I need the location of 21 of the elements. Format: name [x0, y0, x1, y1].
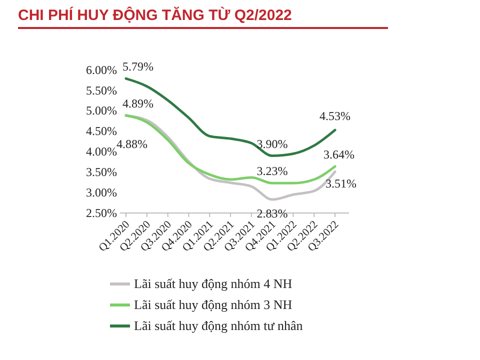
- data-label: 3.51%: [326, 176, 356, 191]
- y-tick-label: 4.00%: [86, 144, 117, 159]
- y-tick-label: 3.00%: [86, 185, 117, 200]
- data-label: 3.90%: [256, 136, 288, 151]
- y-tick-label: 5.00%: [86, 104, 117, 118]
- legend-label: Lãi suất huy động nhóm 4 NH: [134, 276, 292, 291]
- legend-label: Lãi suất huy động nhóm 3 NH: [134, 297, 292, 312]
- data-label: 4.88%: [116, 136, 148, 151]
- y-tick-label: 6.00%: [86, 62, 117, 77]
- data-label: 3.64%: [324, 147, 354, 162]
- data-label: 4.53%: [320, 109, 350, 124]
- legend-label: Lãi suất huy động nhóm tư nhân: [134, 318, 304, 333]
- chart-title: CHI PHÍ HUY ĐỘNG TĂNG TỪ Q2/2022: [18, 6, 292, 24]
- data-label: 2.83%: [256, 206, 288, 221]
- y-tick-label: 2.50%: [86, 206, 117, 220]
- y-tick-label: 3.50%: [86, 164, 117, 179]
- y-tick-label: 5.50%: [86, 83, 117, 98]
- y-tick-label: 4.50%: [86, 124, 117, 138]
- data-label: 4.89%: [122, 96, 154, 110]
- data-label: 3.23%: [256, 164, 288, 178]
- data-label: 5.79%: [122, 60, 154, 74]
